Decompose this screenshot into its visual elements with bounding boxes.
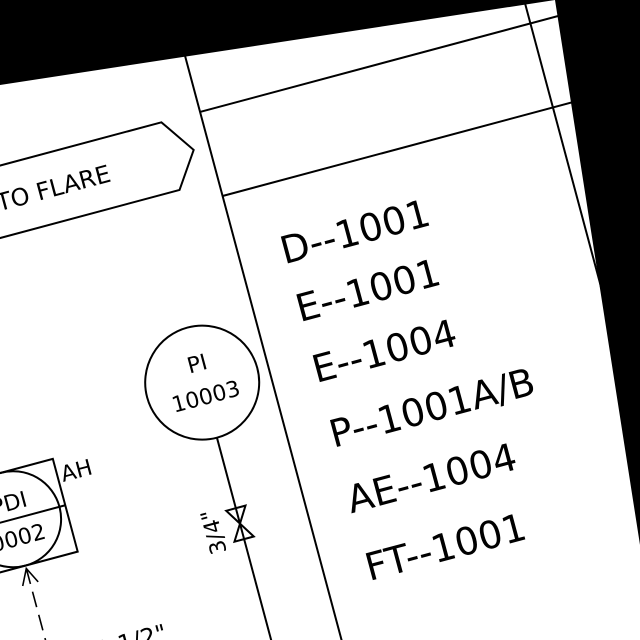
flare-arrow-box: [0, 121, 195, 243]
panel-border-left: [160, 0, 365, 640]
valve-vertical: [224, 504, 256, 544]
signal-line: [25, 568, 55, 640]
panel-border-right: [491, 0, 640, 635]
panel-line-top: [199, 0, 628, 113]
panel-line-header: [222, 80, 640, 197]
signal-arrow: [21, 566, 39, 587]
pi-impulse-line: [215, 437, 274, 640]
